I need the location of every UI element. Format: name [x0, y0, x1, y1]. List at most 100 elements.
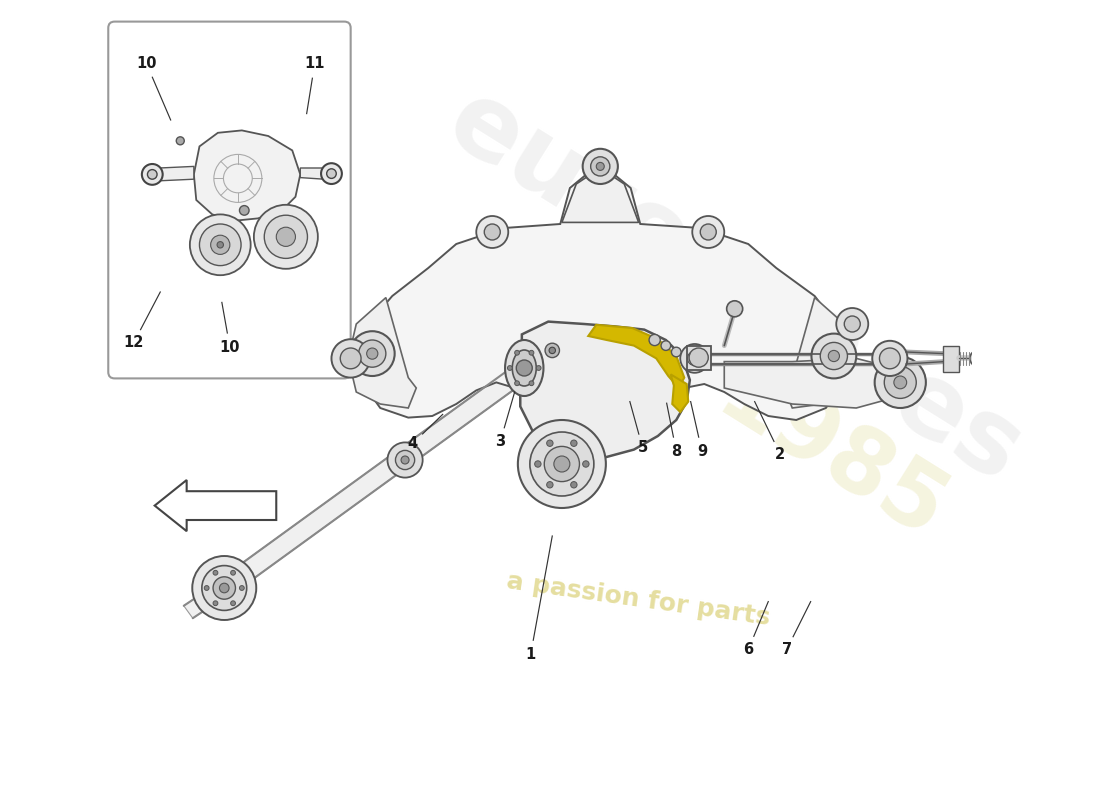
Circle shape: [142, 164, 163, 185]
Circle shape: [812, 334, 856, 378]
Circle shape: [671, 347, 681, 357]
Polygon shape: [562, 168, 639, 222]
FancyBboxPatch shape: [108, 22, 351, 378]
Polygon shape: [160, 166, 194, 181]
Text: 3: 3: [495, 434, 505, 449]
Polygon shape: [300, 168, 324, 179]
Polygon shape: [724, 358, 900, 408]
Text: 4: 4: [407, 437, 417, 451]
Ellipse shape: [513, 350, 537, 386]
Circle shape: [217, 242, 223, 248]
Text: 7: 7: [782, 642, 792, 657]
Circle shape: [596, 162, 604, 170]
Circle shape: [213, 570, 218, 575]
Circle shape: [688, 351, 702, 366]
Polygon shape: [194, 130, 300, 221]
Circle shape: [836, 308, 868, 340]
Text: 11: 11: [305, 57, 324, 71]
Circle shape: [220, 583, 229, 593]
Circle shape: [518, 420, 606, 508]
Circle shape: [571, 482, 578, 488]
Circle shape: [359, 340, 386, 367]
Circle shape: [894, 376, 906, 389]
Polygon shape: [219, 364, 528, 596]
Circle shape: [264, 215, 308, 258]
Circle shape: [535, 461, 541, 467]
Circle shape: [176, 137, 185, 145]
Circle shape: [821, 342, 847, 370]
Text: 9: 9: [696, 444, 707, 458]
Circle shape: [402, 456, 409, 464]
Circle shape: [884, 366, 916, 398]
Circle shape: [340, 348, 361, 369]
Circle shape: [213, 577, 235, 599]
Circle shape: [515, 381, 519, 386]
Circle shape: [516, 360, 532, 376]
Circle shape: [205, 586, 209, 590]
Text: 1: 1: [526, 647, 536, 662]
Text: 5: 5: [638, 441, 648, 455]
Text: 12: 12: [123, 335, 144, 350]
Text: 10: 10: [136, 57, 157, 71]
Circle shape: [202, 566, 246, 610]
Circle shape: [680, 344, 710, 373]
Circle shape: [507, 366, 513, 370]
Circle shape: [530, 432, 594, 496]
Circle shape: [366, 348, 378, 359]
Circle shape: [692, 216, 724, 248]
Circle shape: [880, 348, 900, 369]
Circle shape: [554, 456, 570, 472]
Circle shape: [970, 350, 986, 366]
Circle shape: [649, 334, 660, 346]
Circle shape: [484, 224, 500, 240]
Circle shape: [549, 347, 556, 354]
Circle shape: [231, 601, 235, 606]
Circle shape: [544, 446, 580, 482]
Circle shape: [276, 227, 296, 246]
Circle shape: [872, 341, 908, 376]
Circle shape: [213, 601, 218, 606]
Circle shape: [845, 316, 860, 332]
Circle shape: [240, 206, 249, 215]
Circle shape: [529, 350, 534, 355]
Circle shape: [387, 442, 422, 478]
Circle shape: [701, 224, 716, 240]
Circle shape: [727, 301, 742, 317]
Circle shape: [211, 235, 230, 254]
Polygon shape: [349, 298, 416, 408]
Circle shape: [231, 570, 235, 575]
Circle shape: [828, 350, 839, 362]
Polygon shape: [671, 374, 689, 412]
Text: 10: 10: [220, 340, 240, 354]
Circle shape: [321, 163, 342, 184]
Circle shape: [583, 149, 618, 184]
Text: 6: 6: [744, 642, 754, 657]
Text: a passion for parts: a passion for parts: [505, 570, 771, 630]
Text: eurospares: eurospares: [429, 70, 1041, 506]
Polygon shape: [184, 582, 229, 618]
Text: 1985: 1985: [702, 352, 961, 560]
Polygon shape: [588, 325, 684, 388]
Circle shape: [327, 169, 337, 178]
Polygon shape: [784, 298, 855, 408]
Circle shape: [192, 556, 256, 620]
Circle shape: [571, 440, 578, 446]
Circle shape: [591, 157, 609, 176]
Circle shape: [331, 339, 370, 378]
Circle shape: [350, 331, 395, 376]
Polygon shape: [943, 346, 959, 372]
Circle shape: [689, 348, 708, 367]
Circle shape: [546, 343, 560, 358]
Text: 8: 8: [671, 444, 681, 458]
Circle shape: [547, 440, 553, 446]
Polygon shape: [155, 480, 276, 531]
Circle shape: [661, 341, 671, 350]
Circle shape: [529, 381, 534, 386]
Circle shape: [515, 350, 519, 355]
Circle shape: [476, 216, 508, 248]
Circle shape: [874, 357, 926, 408]
Circle shape: [547, 482, 553, 488]
Circle shape: [240, 586, 244, 590]
Circle shape: [199, 224, 241, 266]
Circle shape: [396, 450, 415, 470]
